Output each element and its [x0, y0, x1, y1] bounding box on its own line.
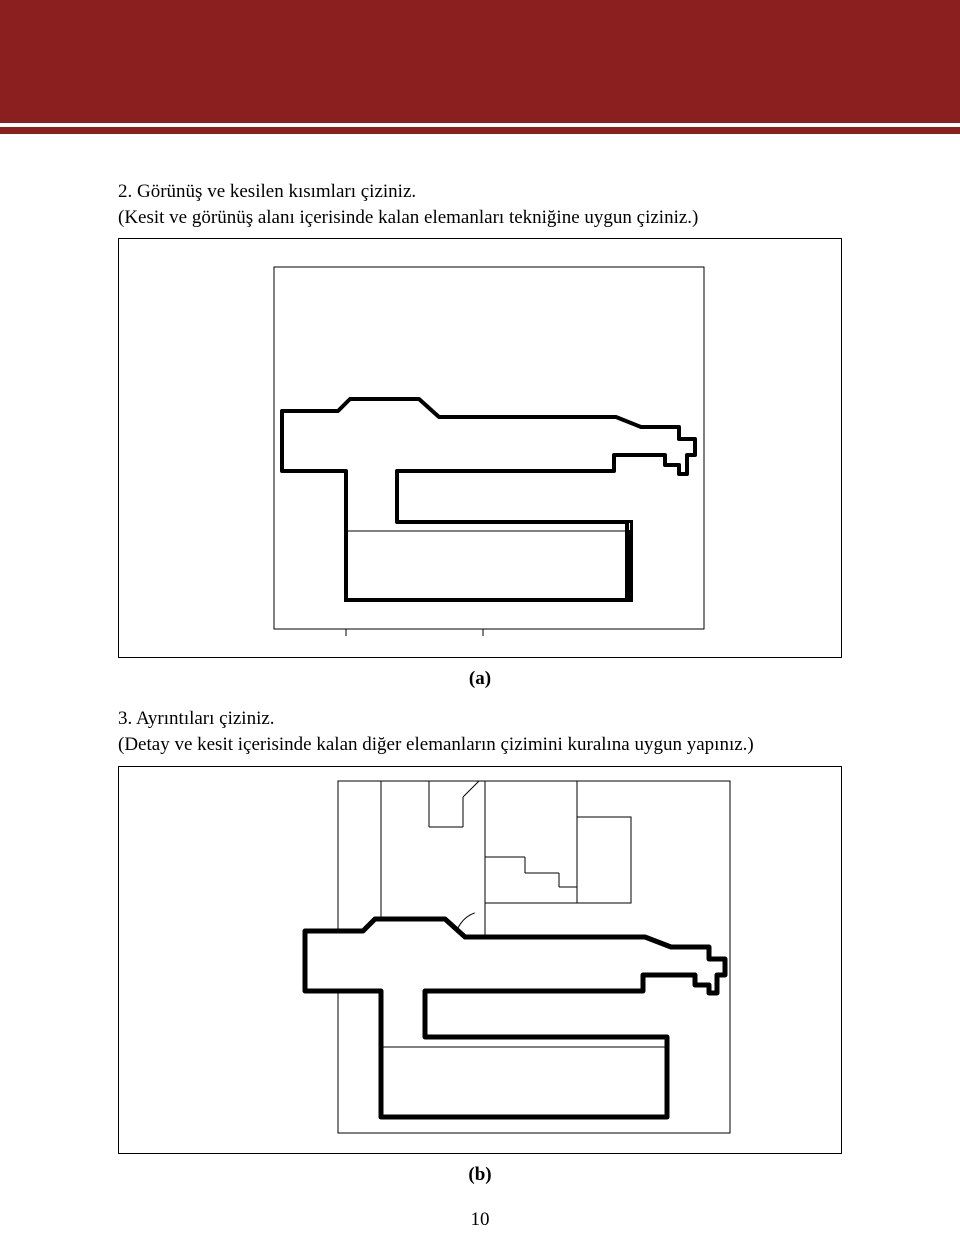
figure-b-caption: (b) [118, 1164, 842, 1186]
section-2-note: (Kesit ve görünüş alanı içerisinde kalan… [118, 205, 842, 231]
figure-a-caption: (a) [118, 668, 842, 690]
page-number: 10 [0, 1209, 960, 1231]
header-thin-bar [0, 127, 960, 134]
section-2-title: 2. Görünüş ve kesilen kısımları çiziniz. [118, 179, 842, 205]
page-content: 2. Görünüş ve kesilen kısımları çiziniz.… [0, 134, 960, 1186]
section-3-title: 3. Ayrıntıları çiziniz. [118, 706, 842, 732]
figure-a-svg [119, 239, 843, 659]
figure-b-frame [118, 766, 842, 1154]
section-3-note: (Detay ve kesit içerisinde kalan diğer e… [118, 732, 842, 758]
figure-b-svg [119, 767, 843, 1155]
figure-a-frame [118, 238, 842, 658]
header-bar [0, 0, 960, 123]
